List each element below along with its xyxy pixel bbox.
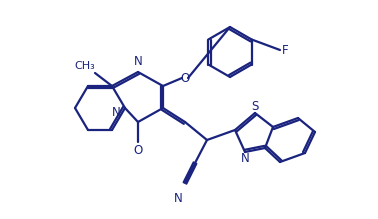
Text: S: S	[251, 101, 259, 113]
Text: F: F	[282, 44, 288, 57]
Text: N: N	[134, 55, 143, 68]
Text: O: O	[180, 71, 190, 85]
Text: N: N	[174, 193, 182, 205]
Text: N: N	[112, 106, 121, 118]
Text: O: O	[133, 143, 143, 157]
Text: N: N	[241, 152, 249, 166]
Text: CH₃: CH₃	[74, 61, 95, 71]
